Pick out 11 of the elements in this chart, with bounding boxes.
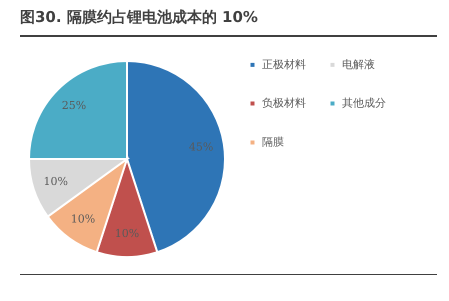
legend-label: 其他成分 <box>342 96 386 110</box>
data-label: 25% <box>62 98 86 112</box>
legend-label: 电解液 <box>342 58 375 71</box>
legend-label: 负极材料 <box>262 96 306 110</box>
data-label: 45% <box>188 140 214 154</box>
chart-title: 图30. 隔膜约占锂电池成本的 10% <box>20 8 437 37</box>
data-label: 10% <box>70 212 96 226</box>
data-label: 10% <box>114 227 140 240</box>
legend-label: 隔膜 <box>262 136 284 148</box>
data-label: 10% <box>43 175 68 188</box>
legend-label: 正极材料 <box>262 58 306 71</box>
